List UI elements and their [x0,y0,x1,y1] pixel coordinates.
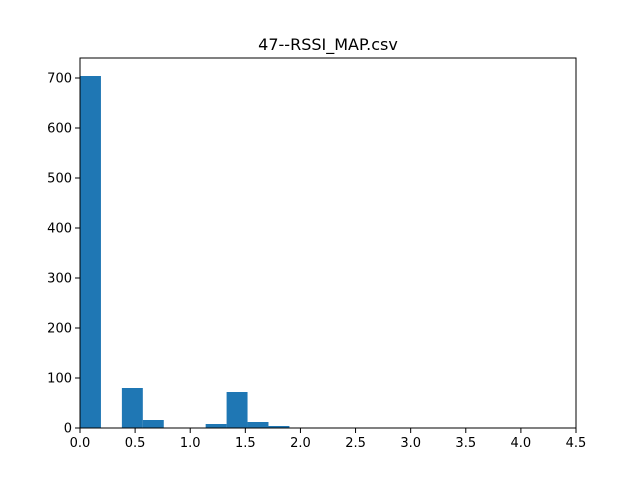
y-tick-label-3: 300 [47,272,72,287]
histogram-bar-1 [121,388,143,428]
x-tick-label-6: 3.0 [400,436,421,451]
y-axis: 0 100 200 300 400 500 600 700 [47,72,80,437]
histogram-bar-6 [268,426,290,428]
histogram-bar-5 [247,422,269,428]
x-tick-label-2: 1.0 [180,436,201,451]
y-tick-label-4: 400 [47,222,72,237]
y-tick-label-7: 700 [47,72,72,87]
y-tick-label-2: 200 [47,322,72,337]
y-tick-label-0: 0 [64,422,72,437]
histogram-bar-4 [226,392,248,428]
x-tick-label-1: 0.5 [125,436,146,451]
y-tick-label-1: 100 [47,372,72,387]
x-tick-label-5: 2.5 [345,436,366,451]
histogram-bar-2 [142,420,164,428]
x-axis: 0.0 0.5 1.0 1.5 2.0 2.5 3.0 3.5 4.0 4.5 [70,428,587,451]
x-tick-label-7: 3.5 [455,436,476,451]
histogram-bar-3 [205,424,227,428]
chart-title: 47--RSSI_MAP.csv [258,35,398,55]
x-tick-label-4: 2.0 [290,436,311,451]
x-tick-label-9: 4.5 [566,436,587,451]
x-tick-label-0: 0.0 [70,436,91,451]
y-tick-label-5: 500 [47,172,72,187]
x-tick-label-8: 4.0 [511,436,532,451]
plot-frame [79,57,577,429]
x-tick-label-3: 1.5 [235,436,256,451]
bars-group [80,76,311,428]
histogram-bar-0 [80,76,101,428]
y-tick-label-6: 600 [47,122,72,137]
